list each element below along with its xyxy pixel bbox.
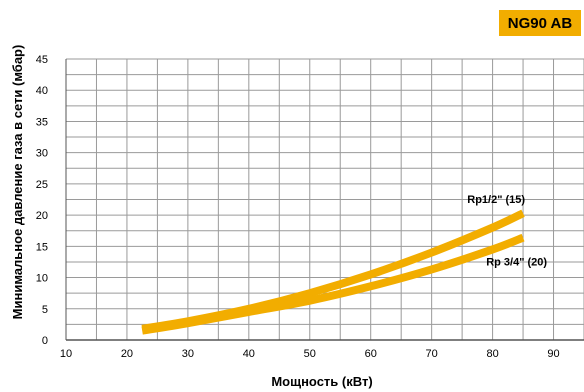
x-tick-label: 60 [365, 348, 377, 360]
x-tick-label: 40 [243, 348, 255, 360]
series-line-1 [141, 233, 525, 335]
y-tick-label: 20 [36, 210, 48, 222]
x-tick-label: 70 [426, 348, 438, 360]
model-badge: NG90 AB [499, 10, 581, 36]
series-label-rp-1-2: Rp1/2" (15) [467, 194, 525, 206]
y-tick-label: 25 [36, 179, 48, 191]
chart-series [141, 209, 525, 335]
x-tick-label: 50 [304, 348, 316, 360]
y-axis-title: Минимальное давление газа в сети (мбар) [10, 45, 25, 320]
y-tick-label: 30 [36, 148, 48, 160]
y-tick-label: 40 [36, 85, 48, 97]
x-tick-label: 90 [547, 348, 559, 360]
x-tick-label: 30 [182, 348, 194, 360]
x-axis-title: Мощность (кВт) [271, 374, 372, 389]
y-tick-label: 45 [36, 54, 48, 66]
x-tick-label: 20 [121, 348, 133, 360]
chart-grid [65, 58, 584, 341]
y-tick-label: 10 [36, 273, 48, 285]
series-label-rp-3-4: Rp 3/4" (20) [486, 257, 547, 269]
x-tick-label: 80 [486, 348, 498, 360]
y-tick-label: 35 [36, 116, 48, 128]
x-axis-ticks: 10 20 30 40 50 60 70 80 90 [60, 348, 560, 360]
y-tick-label: 15 [36, 241, 48, 253]
x-tick-label: 10 [60, 348, 72, 360]
y-tick-label: 0 [42, 335, 48, 347]
y-axis-ticks: 0 5 10 15 20 25 30 35 40 45 [36, 54, 48, 347]
y-tick-label: 5 [42, 304, 48, 316]
